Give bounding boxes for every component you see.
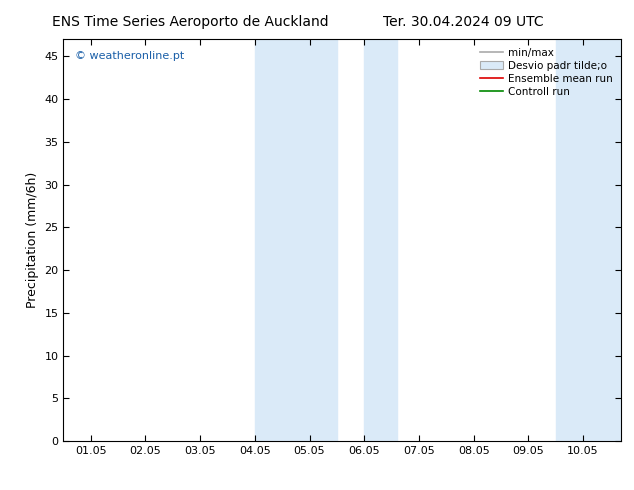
Bar [555,39,621,441]
Bar [365,39,397,441]
Text: © weatheronline.pt: © weatheronline.pt [75,51,184,61]
Legend: min/max, Desvio padr tilde;o, Ensemble mean run, Controll run: min/max, Desvio padr tilde;o, Ensemble m… [477,45,616,100]
Bar [255,39,337,441]
Y-axis label: Precipitation (mm/6h): Precipitation (mm/6h) [26,172,39,308]
Text: ENS Time Series Aeroporto de Auckland: ENS Time Series Aeroporto de Auckland [52,15,328,29]
Text: Ter. 30.04.2024 09 UTC: Ter. 30.04.2024 09 UTC [382,15,543,29]
